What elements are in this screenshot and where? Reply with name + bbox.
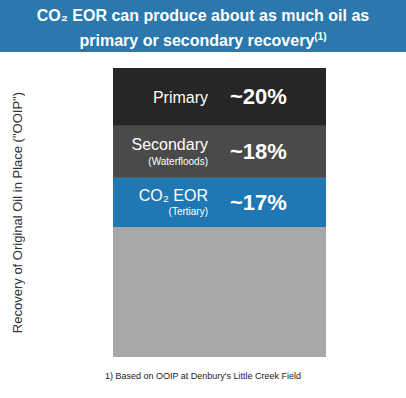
- svg-text:Secondary: Secondary: [132, 136, 209, 153]
- html-text:CO₂ EOR can produce about as m: CO₂ EOR can produce about as much oil as…: [36, 7, 370, 50]
- svg-text:~17%: ~17%: [230, 190, 287, 215]
- svg-text:(Waterfloods): (Waterfloods): [148, 156, 208, 167]
- svg-text:~20%: ~20%: [230, 84, 287, 109]
- svg-text:Primary: Primary: [153, 89, 208, 106]
- html-text:1) Based on OOIP at Denbury's: 1) Based on OOIP at Denbury's Little Cre…: [104, 371, 302, 381]
- svg-text:(Tertiary): (Tertiary): [169, 206, 208, 217]
- svg-text:CO₂ EOR: CO₂ EOR: [139, 187, 208, 204]
- svg-text:~18%: ~18%: [230, 139, 287, 164]
- html-text:Recovery of Original Oil in Pl: Recovery of Original Oil in Place ("OOIP…: [9, 91, 25, 334]
